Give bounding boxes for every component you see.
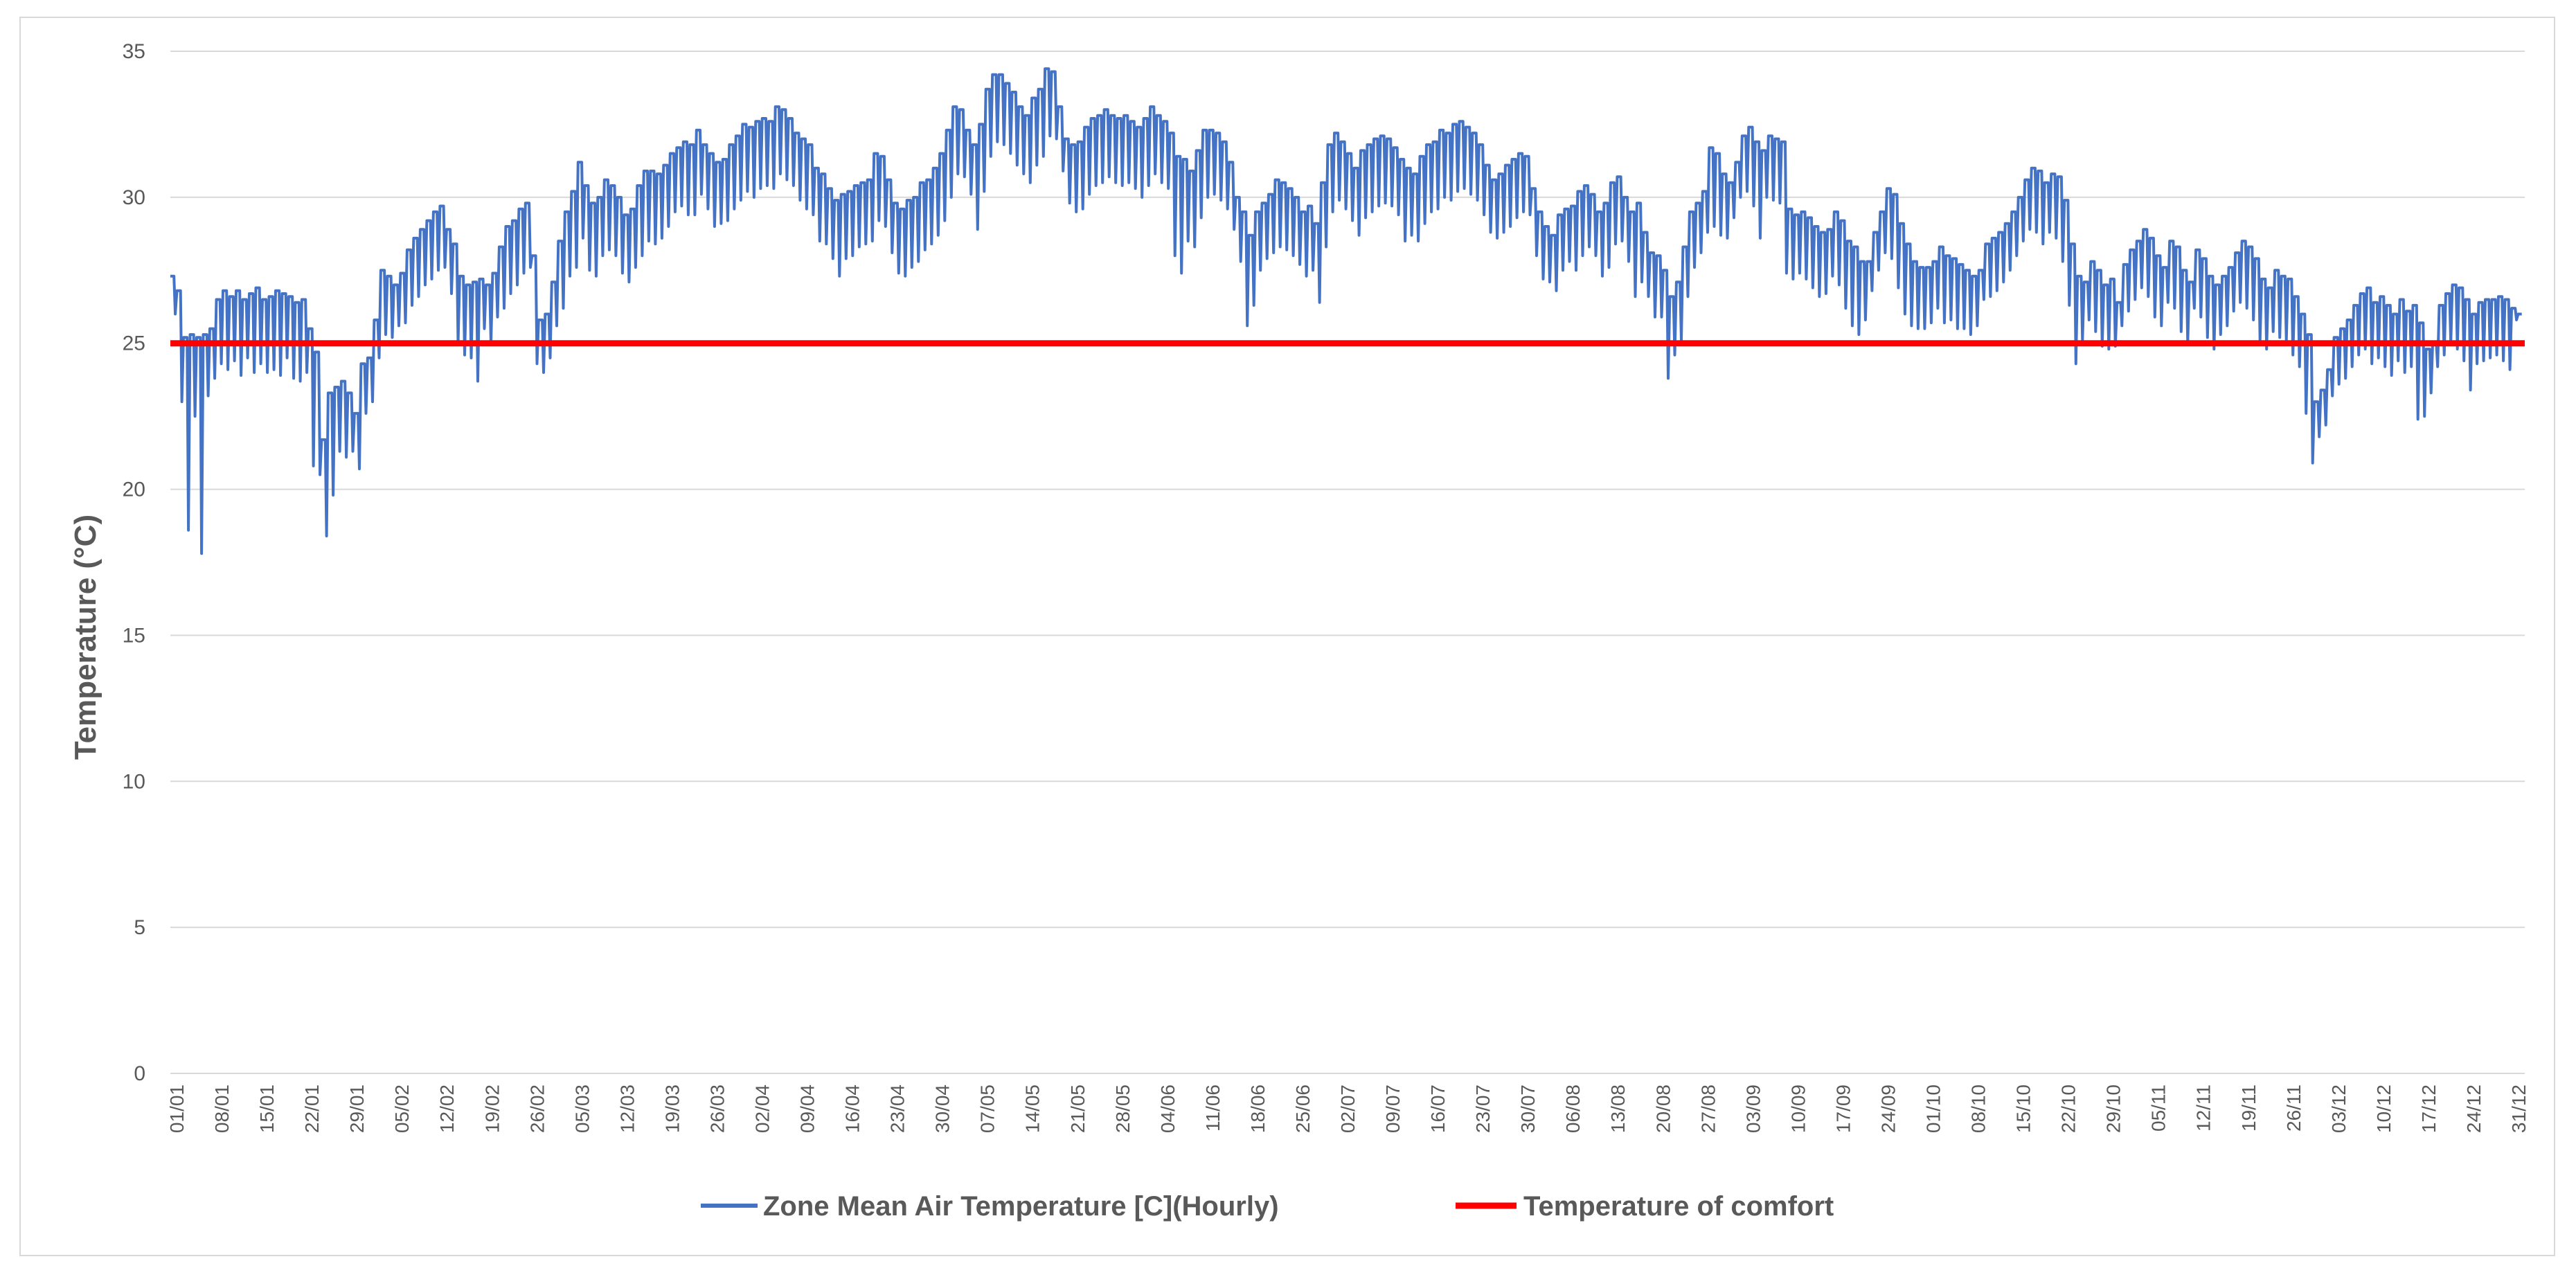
x-tick-label: 27/08 [1697, 1084, 1719, 1133]
x-tick-label: 09/07 [1382, 1084, 1404, 1133]
x-tick-label: 01/01 [166, 1084, 188, 1133]
x-tick-label: 31/12 [2508, 1084, 2530, 1133]
y-tick-label: 0 [134, 1062, 145, 1085]
x-tick-label: 04/06 [1157, 1084, 1179, 1133]
x-tick-label: 29/01 [346, 1084, 368, 1133]
x-tick-label: 03/12 [2328, 1084, 2350, 1133]
x-tick-label: 24/09 [1877, 1084, 1899, 1133]
x-tick-label: 17/12 [2418, 1084, 2440, 1133]
x-tick-label: 12/03 [616, 1084, 638, 1133]
x-tick-label: 21/05 [1067, 1084, 1089, 1133]
x-tick-label: 05/03 [571, 1084, 593, 1133]
series-line-zone-temperature [170, 67, 2522, 555]
x-tick-label: 10/12 [2373, 1084, 2395, 1133]
x-tick-label: 26/02 [526, 1084, 548, 1133]
y-tick-label: 25 [123, 332, 145, 355]
x-tick-label: 29/10 [2103, 1084, 2125, 1133]
y-axis-ticks: 0 5 10 15 20 25 30 35 [123, 40, 145, 1085]
x-tick-label: 01/10 [1923, 1084, 1944, 1133]
y-tick-label: 15 [123, 624, 145, 647]
x-tick-label: 09/04 [797, 1084, 819, 1133]
x-tick-label: 17/09 [1832, 1084, 1854, 1133]
x-tick-label: 03/09 [1742, 1084, 1764, 1133]
x-tick-label: 15/01 [256, 1084, 278, 1133]
x-tick-label: 12/11 [2193, 1084, 2215, 1132]
x-tick-label: 24/12 [2463, 1084, 2485, 1133]
x-tick-label: 10/09 [1787, 1084, 1809, 1133]
y-tick-label: 10 [123, 770, 145, 793]
x-tick-label: 25/06 [1292, 1084, 1314, 1133]
x-tick-label: 22/01 [301, 1084, 323, 1133]
x-tick-label: 08/10 [1968, 1084, 1989, 1133]
x-tick-label: 18/06 [1247, 1084, 1269, 1133]
x-tick-label: 08/01 [211, 1084, 233, 1133]
x-tick-label: 28/05 [1112, 1084, 1134, 1133]
x-tick-label: 05/11 [2148, 1084, 2170, 1132]
series-group [170, 67, 2525, 555]
x-tick-label: 02/07 [1337, 1084, 1359, 1133]
x-tick-label: 19/02 [481, 1084, 503, 1133]
x-tick-label: 23/07 [1472, 1084, 1494, 1133]
legend-label-zone-temperature: Zone Mean Air Temperature [C](Hourly) [763, 1191, 1279, 1222]
x-tick-label: 19/11 [2238, 1084, 2260, 1132]
x-tick-label: 02/04 [752, 1084, 773, 1133]
x-tick-label: 26/03 [706, 1084, 728, 1133]
x-tick-label: 11/06 [1202, 1084, 1224, 1132]
x-tick-label: 20/08 [1652, 1084, 1674, 1133]
x-tick-label: 30/07 [1517, 1084, 1539, 1133]
x-tick-label: 14/05 [1022, 1084, 1044, 1133]
y-tick-label: 5 [134, 916, 145, 939]
x-tick-label: 16/07 [1427, 1084, 1449, 1133]
x-tick-label: 19/03 [661, 1084, 683, 1133]
x-tick-label: 15/10 [2013, 1084, 2034, 1133]
x-axis-ticks: 01/01 08/01 15/01 22/01 29/01 05/02 12/02 19/02… [166, 1084, 2530, 1133]
x-tick-label: 12/02 [436, 1084, 458, 1133]
x-tick-label: 26/11 [2283, 1084, 2305, 1132]
y-tick-label: 20 [123, 479, 145, 501]
gridlines [170, 51, 2525, 1074]
x-tick-label: 22/10 [2058, 1084, 2079, 1133]
x-tick-label: 23/04 [887, 1084, 909, 1133]
x-tick-label: 13/08 [1607, 1084, 1629, 1133]
y-tick-label: 35 [123, 40, 145, 63]
x-tick-label: 05/02 [391, 1084, 413, 1133]
x-tick-label: 06/08 [1562, 1084, 1584, 1133]
legend-label-comfort-temperature: Temperature of comfort [1523, 1191, 1834, 1222]
y-tick-label: 30 [123, 186, 145, 209]
legend: Zone Mean Air Temperature [C](Hourly) Te… [701, 1191, 1834, 1222]
x-tick-label: 16/04 [842, 1084, 864, 1133]
y-axis-title: Temperature (°C) [69, 515, 102, 760]
x-tick-label: 07/05 [977, 1084, 999, 1133]
x-tick-label: 30/04 [932, 1084, 954, 1133]
